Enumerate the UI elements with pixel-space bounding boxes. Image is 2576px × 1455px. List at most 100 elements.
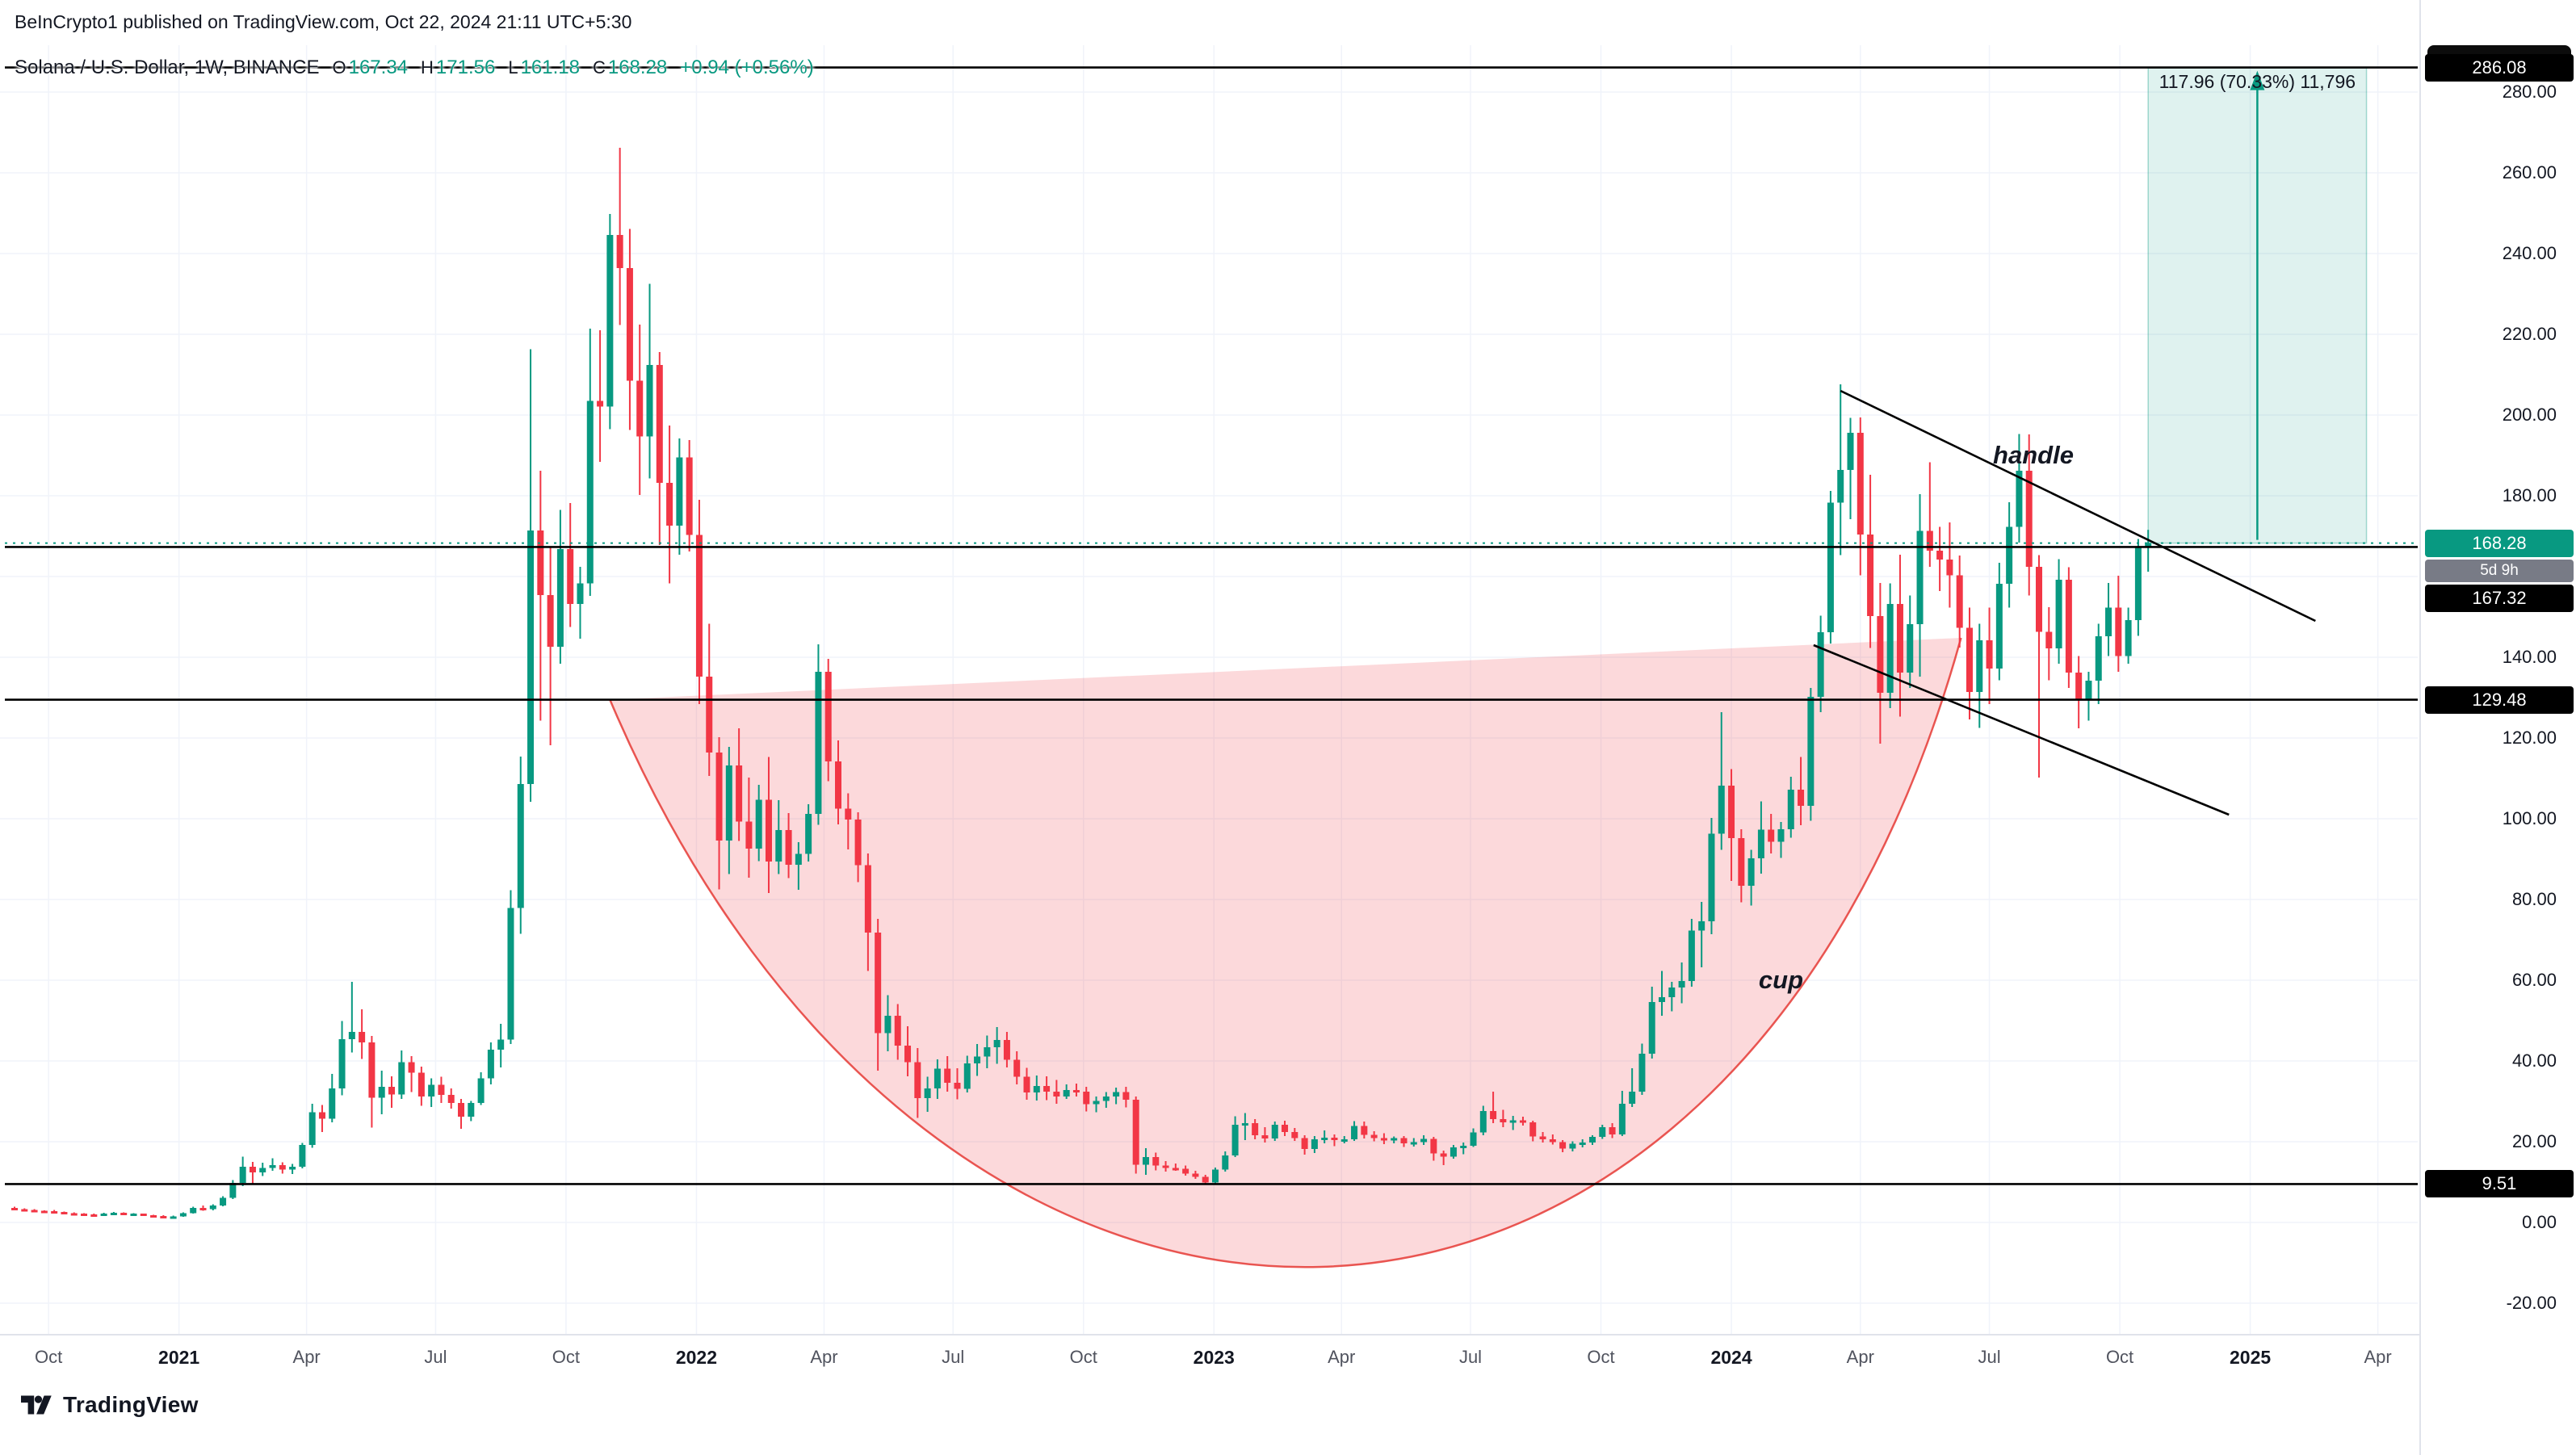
ohlc-low: L 161.18 — [508, 57, 580, 79]
candle-body — [1192, 1173, 1199, 1177]
candle-body — [736, 765, 743, 822]
candle-body — [1479, 1111, 1487, 1133]
measurement-label: 117.96 (70.33%) 11,796 — [2159, 71, 2356, 92]
tradingview-logo[interactable] — [21, 1394, 55, 1415]
candle-body — [1321, 1138, 1328, 1140]
candle-body — [507, 908, 514, 1040]
candle-body — [61, 1212, 68, 1214]
candle-body — [1043, 1086, 1051, 1092]
candle-body — [229, 1183, 237, 1198]
time-tick-label: Apr — [2364, 1347, 2392, 1367]
candle-body — [1609, 1127, 1616, 1134]
time-axis[interactable]: Oct 2021 Apr Jul Oct 2022 Apr Jul Oct 2023 Apr Jul O… — [0, 1334, 2419, 1455]
candle-body — [1976, 640, 1983, 692]
time-tick-label: Jul — [424, 1347, 447, 1367]
candle-body — [914, 1062, 921, 1098]
time-tick-label: Oct — [1069, 1347, 1097, 1367]
candle-body — [1549, 1139, 1556, 1143]
candle-body — [1340, 1139, 1348, 1142]
candle-body — [100, 1214, 107, 1216]
candle-body — [398, 1062, 405, 1095]
candle-body — [2025, 471, 2033, 567]
candle-body — [586, 400, 594, 584]
candle-body — [1172, 1168, 1179, 1171]
candle-body — [1072, 1090, 1080, 1092]
candle-body — [785, 830, 792, 865]
candle-body — [824, 672, 832, 761]
chart-legend[interactable]: Solana / U.S. Dollar, 1W, BINANCE O 167.3… — [15, 57, 814, 79]
change-value: +0.94 (+0.56%) — [680, 57, 814, 78]
high-label: H — [421, 57, 434, 78]
candle-body — [706, 677, 713, 753]
candle-body — [656, 365, 663, 483]
candle-body — [1420, 1138, 1428, 1143]
candle-body — [1410, 1142, 1417, 1145]
candle-body — [1907, 624, 1914, 673]
candle-body — [1132, 1100, 1139, 1165]
candle-body — [686, 457, 693, 535]
price-tick-label: 20.00 — [2511, 1131, 2557, 1151]
candle-body — [1261, 1135, 1269, 1138]
candle-body — [1659, 997, 1666, 1002]
symbol-title[interactable]: Solana / U.S. Dollar, 1W, BINANCE — [15, 57, 320, 78]
candle-body — [1867, 535, 1874, 616]
candle-body — [428, 1084, 435, 1096]
cup-shape — [610, 638, 1961, 1268]
candle-body — [338, 1039, 346, 1088]
candle-body — [2134, 547, 2142, 620]
time-tick-label: Jul — [942, 1347, 965, 1367]
candle-body — [1916, 530, 1924, 624]
projection-arrow-head — [2250, 70, 2265, 90]
candle-body — [190, 1208, 197, 1214]
candle-body — [289, 1167, 296, 1170]
candle-body — [1728, 786, 1735, 838]
candle-body — [963, 1063, 971, 1089]
candle-body — [1698, 921, 1705, 931]
candle-body — [933, 1068, 941, 1088]
candle-body — [666, 483, 673, 526]
candle-body — [2075, 673, 2083, 701]
candle-body — [577, 583, 584, 604]
candle-body — [1013, 1059, 1021, 1077]
time-tick-label: Apr — [1846, 1347, 1874, 1367]
candle-body — [1856, 433, 1864, 535]
candle-body — [170, 1216, 177, 1219]
candle-body — [1430, 1138, 1437, 1154]
candle-body — [1896, 604, 1903, 673]
candle-body — [715, 753, 723, 841]
candle-body — [81, 1214, 88, 1216]
candle-body — [1509, 1120, 1517, 1123]
candle-body — [1450, 1147, 1457, 1157]
candle-body — [1063, 1090, 1070, 1096]
candle-body — [1539, 1136, 1546, 1139]
candle-body — [1787, 790, 1794, 829]
candle-body — [2125, 620, 2132, 656]
candle-body — [527, 530, 535, 784]
candle-body — [1391, 1138, 1398, 1141]
candle-body — [1311, 1139, 1318, 1149]
candle-body — [1579, 1143, 1586, 1145]
candle-body — [1738, 838, 1745, 886]
candle-body — [845, 808, 852, 820]
candle-body — [597, 400, 604, 407]
candle-body — [1370, 1134, 1378, 1138]
price-axis[interactable]: USD 280.00260.00240.00220.00200.00180.00… — [2419, 0, 2576, 1455]
candle-body — [1827, 502, 1834, 632]
candle-body — [348, 1032, 355, 1039]
candle-body — [150, 1215, 157, 1218]
candle-body — [40, 1210, 48, 1214]
price-tick-label: 120.00 — [2502, 728, 2557, 748]
candle-body — [1986, 640, 1993, 669]
candle-body — [1886, 604, 1894, 693]
candle-body — [487, 1050, 494, 1079]
time-tick-label: Jul — [1458, 1347, 1483, 1367]
candle-body — [21, 1209, 28, 1212]
candle-body — [299, 1145, 306, 1167]
candle-body — [1351, 1126, 1358, 1139]
candle-body — [417, 1072, 425, 1096]
time-tick-label: Apr — [292, 1347, 321, 1367]
candle-body — [1946, 560, 1953, 576]
time-tick-label: 2025 — [2230, 1347, 2272, 1368]
candle-body — [993, 1040, 1001, 1047]
